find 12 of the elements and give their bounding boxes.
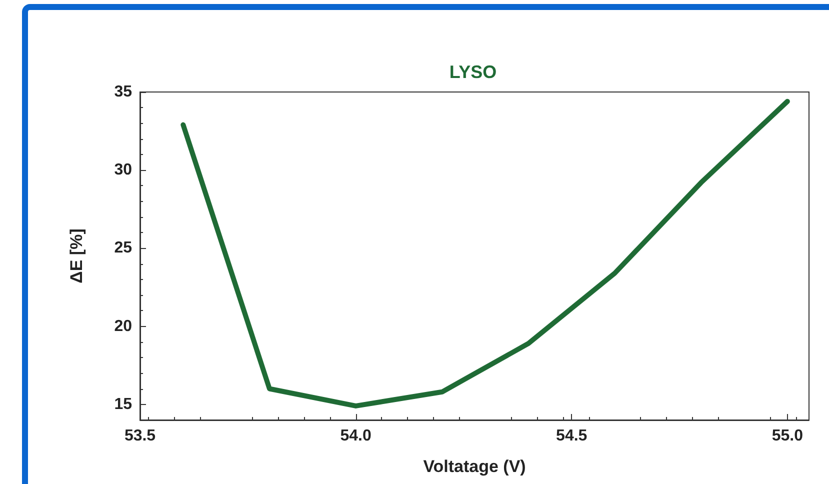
chart-title: LYSO bbox=[449, 62, 497, 82]
y-axis-title: ΔE [%] bbox=[67, 228, 86, 284]
x-tick-label: 53.5 bbox=[124, 428, 156, 444]
y-tick-label: 15 bbox=[114, 396, 132, 413]
x-tick-label: 54.0 bbox=[340, 428, 372, 444]
y-tick-label: 20 bbox=[114, 318, 132, 335]
x-tick-label: 55.0 bbox=[772, 428, 804, 444]
y-tick-label: 25 bbox=[114, 240, 132, 257]
y-tick-label: 35 bbox=[114, 84, 132, 100]
x-axis-title: Voltatage (V) bbox=[423, 457, 526, 476]
x-tick-label: 54.5 bbox=[556, 428, 588, 444]
y-tick-label: 30 bbox=[114, 162, 132, 179]
